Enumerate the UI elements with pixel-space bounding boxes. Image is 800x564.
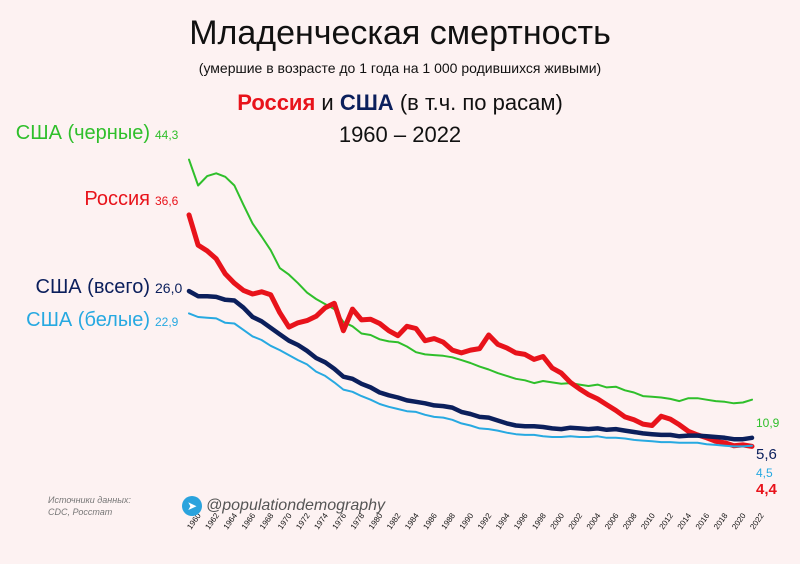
series-start-value-2: 26,0 <box>155 280 182 296</box>
series-start-value-1: 36,6 <box>155 194 179 208</box>
title-races: (в т.ч. по расам) <box>393 90 563 115</box>
x-tick-label-28: 2016 <box>694 511 712 531</box>
series-start-value-0: 44,3 <box>155 128 179 142</box>
chart-period: 1960 – 2022 <box>338 122 462 147</box>
x-tick-label-16: 1992 <box>476 511 494 531</box>
series-name-label-1: Россия <box>84 188 150 210</box>
x-tick-label-25: 2010 <box>639 511 657 531</box>
x-tick-label-30: 2020 <box>730 511 748 531</box>
sources-note: Источники данных: CDC, Росстат <box>48 494 131 518</box>
channel-handle: @populationdemography <box>206 497 386 514</box>
series-end-value-3: 4,5 <box>756 466 773 480</box>
series-name-label-2: США (всего) <box>36 276 151 298</box>
sources-line-1: Источники данных: <box>48 495 131 505</box>
x-tick-label-12: 1984 <box>403 511 421 531</box>
title-and: и <box>315 90 340 115</box>
x-tick-label-21: 2002 <box>567 511 585 531</box>
series-line-1 <box>186 212 755 449</box>
x-tick-label-31: 2022 <box>748 511 766 531</box>
x-tick-label-23: 2006 <box>603 511 621 531</box>
x-tick-label-20: 2000 <box>548 511 566 531</box>
x-tick-label-15: 1990 <box>458 511 476 531</box>
series-end-value-2: 5,6 <box>756 446 777 463</box>
series-start-value-3: 22,9 <box>155 315 179 329</box>
x-tick-label-27: 2014 <box>676 511 694 531</box>
series-line-0 <box>188 158 753 405</box>
x-tick-label-14: 1988 <box>440 511 458 531</box>
series-line-3 <box>188 312 753 448</box>
x-tick-label-17: 1994 <box>494 511 512 531</box>
x-tick-label-18: 1996 <box>512 511 530 531</box>
series-line-2 <box>186 288 755 442</box>
x-tick-label-11: 1982 <box>385 511 403 531</box>
x-tick-label-22: 2004 <box>585 511 603 531</box>
series-name-label-3: США (белые) <box>26 309 150 331</box>
chart-subtitle: (умершие в возрасте до 1 года на 1 000 р… <box>198 60 602 76</box>
x-tick-label-19: 1998 <box>530 511 548 531</box>
title-usa: США <box>339 90 394 115</box>
series-name-label-0: США (черные) <box>16 122 150 144</box>
x-tick-label-29: 2018 <box>712 511 730 531</box>
chart-subtitle-countries: Россия и США (в т.ч. по расам) <box>0 90 800 116</box>
x-tick-label-24: 2008 <box>621 511 639 531</box>
x-tick-label-13: 1986 <box>421 511 439 531</box>
series-end-value-1: 4,4 <box>756 481 778 498</box>
series-end-value-0: 10,9 <box>756 416 780 430</box>
title-russia: Россия <box>237 90 316 115</box>
telegram-icon: ➤ <box>182 496 202 516</box>
x-tick-label-26: 2012 <box>657 511 675 531</box>
chart-title: Младенческая смертность <box>189 14 611 52</box>
sources-line-2: CDC, Росстат <box>48 507 113 517</box>
